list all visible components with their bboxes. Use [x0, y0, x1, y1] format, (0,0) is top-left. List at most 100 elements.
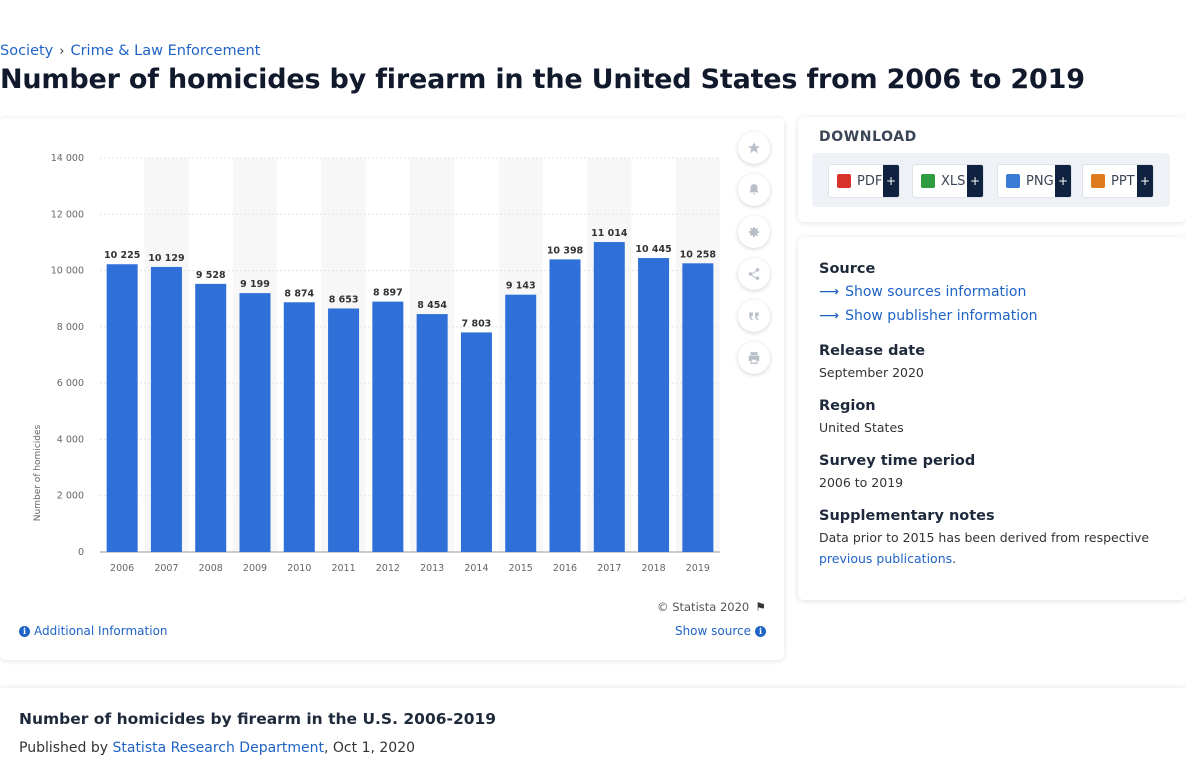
bar[interactable]	[682, 263, 714, 552]
region-value: United States	[819, 420, 904, 435]
favorite-button[interactable]	[738, 132, 770, 164]
bar-value-label: 8 874	[284, 288, 314, 299]
bar[interactable]	[505, 294, 537, 552]
bar[interactable]	[328, 308, 360, 552]
statistic-details: Source ⟶ Show sources information ⟶ Show…	[798, 237, 1186, 600]
y-tick-label: 10 000	[51, 266, 84, 277]
plus-icon[interactable]: +	[883, 165, 899, 197]
bar-value-label: 7 803	[462, 318, 492, 329]
download-pdf-button[interactable]: PDF +	[828, 164, 900, 198]
info-icon: i	[19, 625, 30, 637]
y-tick-label: 2 000	[57, 491, 84, 502]
notification-button[interactable]	[738, 174, 770, 206]
bar-value-label: 9 199	[240, 279, 270, 290]
bar-value-label: 9 143	[506, 281, 536, 292]
copyright: © Statista 2020 ⚑	[657, 600, 766, 614]
chart-tools	[738, 132, 770, 374]
bar[interactable]	[283, 302, 315, 552]
x-tick-label: 2011	[331, 563, 355, 574]
bar[interactable]	[372, 301, 404, 552]
bar[interactable]	[150, 266, 182, 552]
statistic-short-title: Number of homicides by firearm in the U.…	[19, 710, 497, 728]
survey-period-label: Survey time period	[819, 453, 976, 469]
previous-publications-link[interactable]: previous publications	[819, 551, 953, 566]
x-tick-label: 2013	[420, 563, 444, 574]
x-tick-label: 2014	[464, 563, 488, 574]
settings-button[interactable]	[738, 216, 770, 248]
pdf-file-icon	[837, 174, 851, 188]
bar-value-label: 10 445	[635, 244, 671, 255]
bar[interactable]	[460, 332, 492, 552]
download-card: DOWNLOAD PDF + XLS + PNG + PPT +	[798, 117, 1186, 222]
breadcrumb-separator: ›	[59, 43, 65, 59]
download-png-button[interactable]: PNG +	[997, 164, 1072, 198]
publish-date: , Oct 1, 2020	[324, 740, 416, 756]
published-by-label: Published by	[19, 740, 109, 756]
bar[interactable]	[593, 242, 625, 552]
breadcrumb: Society › Crime & Law Enforcement	[0, 43, 260, 59]
bar[interactable]	[638, 258, 670, 552]
supplementary-notes-value: Data prior to 2015 has been derived from…	[819, 527, 1169, 569]
png-file-icon	[1006, 174, 1020, 188]
bar[interactable]	[239, 293, 271, 552]
x-tick-label: 2008	[199, 563, 223, 574]
bar[interactable]	[549, 259, 581, 552]
bar-value-label: 8 897	[373, 288, 403, 299]
release-date-label: Release date	[819, 343, 926, 359]
plus-icon[interactable]: +	[1137, 165, 1153, 197]
cite-button[interactable]	[738, 300, 770, 332]
ppt-file-icon	[1091, 174, 1105, 188]
y-axis-label: Number of homicides	[33, 424, 43, 521]
x-tick-label: 2007	[154, 563, 178, 574]
survey-period-value: 2006 to 2019	[819, 475, 904, 490]
flag-icon[interactable]: ⚑	[755, 600, 766, 614]
download-ppt-button[interactable]: PPT +	[1082, 164, 1154, 198]
show-publisher-label: Show publisher information	[845, 308, 1038, 324]
notes-end: .	[952, 551, 957, 566]
download-xls-label: XLS	[941, 173, 966, 189]
bar-value-label: 8 653	[329, 294, 359, 305]
bar[interactable]	[195, 283, 227, 552]
bar-value-label: 8 454	[417, 300, 447, 311]
page-title: Number of homicides by firearm in the Un…	[0, 64, 1085, 95]
y-tick-label: 4 000	[57, 434, 84, 445]
plus-icon[interactable]: +	[967, 165, 983, 197]
x-tick-label: 2015	[509, 563, 533, 574]
x-tick-label: 2017	[597, 563, 621, 574]
download-png-label: PNG	[1026, 173, 1054, 189]
supplementary-notes-label: Supplementary notes	[819, 508, 995, 524]
x-tick-label: 2006	[110, 563, 134, 574]
arrow-right-icon: ⟶	[819, 284, 840, 300]
y-tick-label: 6 000	[57, 378, 84, 389]
additional-info-link[interactable]: i Additional Information	[19, 624, 168, 638]
plus-icon[interactable]: +	[1055, 165, 1071, 197]
quote-icon	[749, 312, 759, 321]
show-source-link[interactable]: Show source i	[675, 624, 766, 638]
publisher-link[interactable]: Statista Research Department	[112, 740, 325, 756]
y-tick-label: 0	[78, 547, 84, 558]
download-title: DOWNLOAD	[819, 129, 917, 145]
download-xls-button[interactable]: XLS +	[912, 164, 984, 198]
x-tick-label: 2016	[553, 563, 577, 574]
breadcrumb-crime[interactable]: Crime & Law Enforcement	[70, 43, 261, 59]
bar[interactable]	[106, 264, 138, 552]
source-label: Source	[819, 261, 876, 277]
gear-icon	[748, 226, 760, 238]
published-by: Published by Statista Research Departmen…	[19, 740, 415, 756]
print-icon	[748, 352, 760, 364]
breadcrumb-society[interactable]: Society	[0, 43, 54, 59]
show-publisher-link[interactable]: ⟶ Show publisher information	[819, 308, 1038, 324]
region-label: Region	[819, 398, 876, 414]
show-source-label: Show source	[674, 624, 751, 638]
print-button[interactable]	[738, 342, 770, 374]
x-tick-label: 2012	[376, 563, 400, 574]
bar[interactable]	[416, 314, 448, 552]
share-button[interactable]	[738, 258, 770, 290]
y-tick-label: 12 000	[51, 209, 84, 220]
x-tick-label: 2009	[243, 563, 267, 574]
x-tick-label: 2010	[287, 563, 311, 574]
show-sources-link[interactable]: ⟶ Show sources information	[819, 284, 1026, 300]
x-tick-label: 2018	[641, 563, 665, 574]
